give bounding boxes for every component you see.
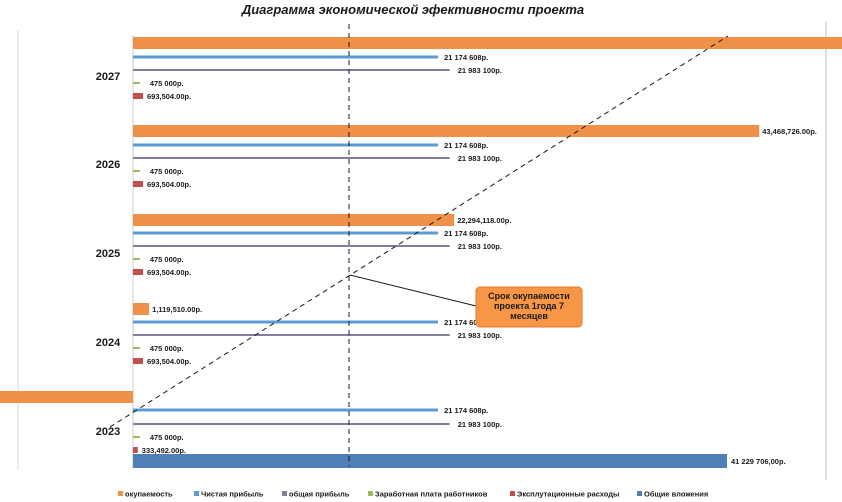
data-label-эксплутационные-расходы-2026: 693,504.00р. bbox=[147, 180, 191, 189]
data-label-чистая-прибыль-2026: 21 174 608р. bbox=[444, 141, 488, 150]
bar-общая-прибыль-2026 bbox=[133, 157, 450, 159]
callout-text-line: Срок окупаемости bbox=[488, 291, 570, 301]
legend-swatch-заработная-плата-работников bbox=[368, 491, 373, 496]
data-label-заработная-плата-работников-2025: 475 000р. bbox=[150, 255, 184, 264]
bar-чистая-прибыль-2024 bbox=[133, 320, 439, 324]
bar-общая-прибыль-2027 bbox=[133, 69, 450, 71]
legend-swatch-чистая-прибыль bbox=[194, 491, 199, 496]
data-label-общая-прибыль-2027: 21 983 100р. bbox=[458, 66, 502, 75]
bar-заработная-плата-работников-2023 bbox=[133, 436, 140, 438]
data-label-чистая-прибыль-2023: 21 174 608р. bbox=[444, 406, 488, 415]
bar-окупаемость-2025 bbox=[133, 214, 455, 226]
data-label-эксплутационные-расходы-2025: 693,504.00р. bbox=[147, 268, 191, 277]
callout-box bbox=[475, 286, 583, 328]
bar-чистая-прибыль-2025 bbox=[133, 231, 439, 235]
overlay-layer bbox=[109, 24, 729, 466]
legend-label-эксплутационные-расходы: Эксплутационные расходы bbox=[517, 490, 619, 499]
bar-заработная-плата-работников-2026 bbox=[133, 170, 140, 172]
bar-окупаемость-2026 bbox=[133, 125, 760, 137]
data-label-эксплутационные-расходы-2023: 333,492.00р. bbox=[142, 446, 186, 455]
legend-label-чистая-прибыль: Чистая прибыль bbox=[201, 490, 264, 499]
data-label-заработная-плата-работников-2023: 475 000р. bbox=[150, 433, 184, 442]
data-label-чистая-прибыль-2027: 21 174 608р. bbox=[444, 53, 488, 62]
bar-общая-прибыль-2024 bbox=[133, 334, 450, 336]
bar-эксплутационные-расходы-2026 bbox=[133, 181, 143, 187]
bar-окупаемость-2027 bbox=[133, 37, 842, 49]
chart-title: Диаграмма экономической эфективности про… bbox=[241, 2, 584, 17]
bar-общая-прибыль-2023 bbox=[133, 423, 450, 425]
legend-label-заработная-плата-работников: Заработная плата работников bbox=[375, 490, 488, 499]
legend-swatch-эксплутационные-расходы bbox=[510, 491, 515, 496]
bar-эксплутационные-расходы-2023 bbox=[133, 447, 138, 453]
bar-окупаемость-2024 bbox=[133, 303, 150, 315]
bar-общая-прибыль-2025 bbox=[133, 245, 450, 247]
bar-заработная-плата-работников-2025 bbox=[133, 258, 140, 260]
data-label-окупаемость-2024: 1,119,510.00р. bbox=[152, 305, 202, 314]
callout-arrow bbox=[349, 274, 477, 307]
legend-label-окупаемость: окупаемость bbox=[125, 490, 173, 499]
data-label-окупаемость-2025: 22,294,118.00р. bbox=[457, 216, 511, 225]
bar-эксплутационные-расходы-2025 bbox=[133, 269, 143, 275]
bar-чистая-прибыль-2026 bbox=[133, 143, 439, 147]
bar-окупаемость-2023 bbox=[0, 391, 133, 403]
year-label-2027: 2027 bbox=[96, 71, 120, 83]
legend-swatch-окупаемость bbox=[118, 491, 123, 496]
year-label-2023: 2023 bbox=[96, 426, 120, 438]
year-label-2026: 2026 bbox=[96, 159, 120, 171]
data-label-эксплутационные-расходы-2024: 693,504.00р. bbox=[147, 357, 191, 366]
year-label-2025: 2025 bbox=[96, 248, 120, 260]
legend-swatch-общая-прибыль bbox=[282, 491, 287, 496]
bar-заработная-плата-работников-2024 bbox=[133, 347, 140, 349]
legend: окупаемость Чистая прибыль общая прибыль За… bbox=[118, 490, 708, 499]
data-label-чистая-прибыль-2024: 21 174 608р. bbox=[444, 318, 488, 327]
bar-общие-вложения-2023 bbox=[133, 454, 727, 468]
bar-чистая-прибыль-2027 bbox=[133, 55, 439, 59]
data-label-эксплутационные-расходы-2027: 693,504.00р. bbox=[147, 92, 191, 101]
legend-label-общая-прибыль: общая прибыль bbox=[289, 490, 350, 499]
data-label-общая-прибыль-2026: 21 983 100р. bbox=[458, 154, 502, 163]
data-label-общая-прибыль-2025: 21 983 100р. bbox=[458, 242, 502, 251]
data-label-окупаемость-2026: 43,468,726.00р. bbox=[762, 127, 817, 136]
year-label-2024: 2024 bbox=[96, 337, 121, 349]
data-label-общая-прибыль-2023: 21 983 100р. bbox=[458, 420, 502, 429]
data-label-заработная-плата-работников-2027: 475 000р. bbox=[150, 79, 184, 88]
callout-text-line: месяцев bbox=[510, 311, 548, 321]
data-label-общие-вложения-2023: 41 229 706,00р. bbox=[731, 457, 786, 466]
bars-layer: 2023-20,055,098.00р.21 174 608р.21 983 1… bbox=[0, 37, 842, 468]
payback-trend-line bbox=[109, 35, 729, 428]
data-label-чистая-прибыль-2025: 21 174 608р. bbox=[444, 229, 488, 238]
data-label-заработная-плата-работников-2024: 475 000р. bbox=[150, 344, 184, 353]
data-label-заработная-плата-работников-2026: 475 000р. bbox=[150, 167, 184, 176]
callout-text-line: проекта 1года 7 bbox=[494, 301, 564, 311]
bar-эксплутационные-расходы-2027 bbox=[133, 93, 143, 99]
legend-label-общие-вложения: Общие вложения bbox=[644, 490, 708, 499]
bar-заработная-плата-работников-2027 bbox=[133, 82, 140, 84]
bar-чистая-прибыль-2023 bbox=[133, 408, 439, 412]
legend-swatch-общие-вложения bbox=[637, 491, 642, 496]
bar-эксплутационные-расходы-2024 bbox=[133, 358, 143, 364]
data-label-общая-прибыль-2024: 21 983 100р. bbox=[458, 331, 502, 340]
